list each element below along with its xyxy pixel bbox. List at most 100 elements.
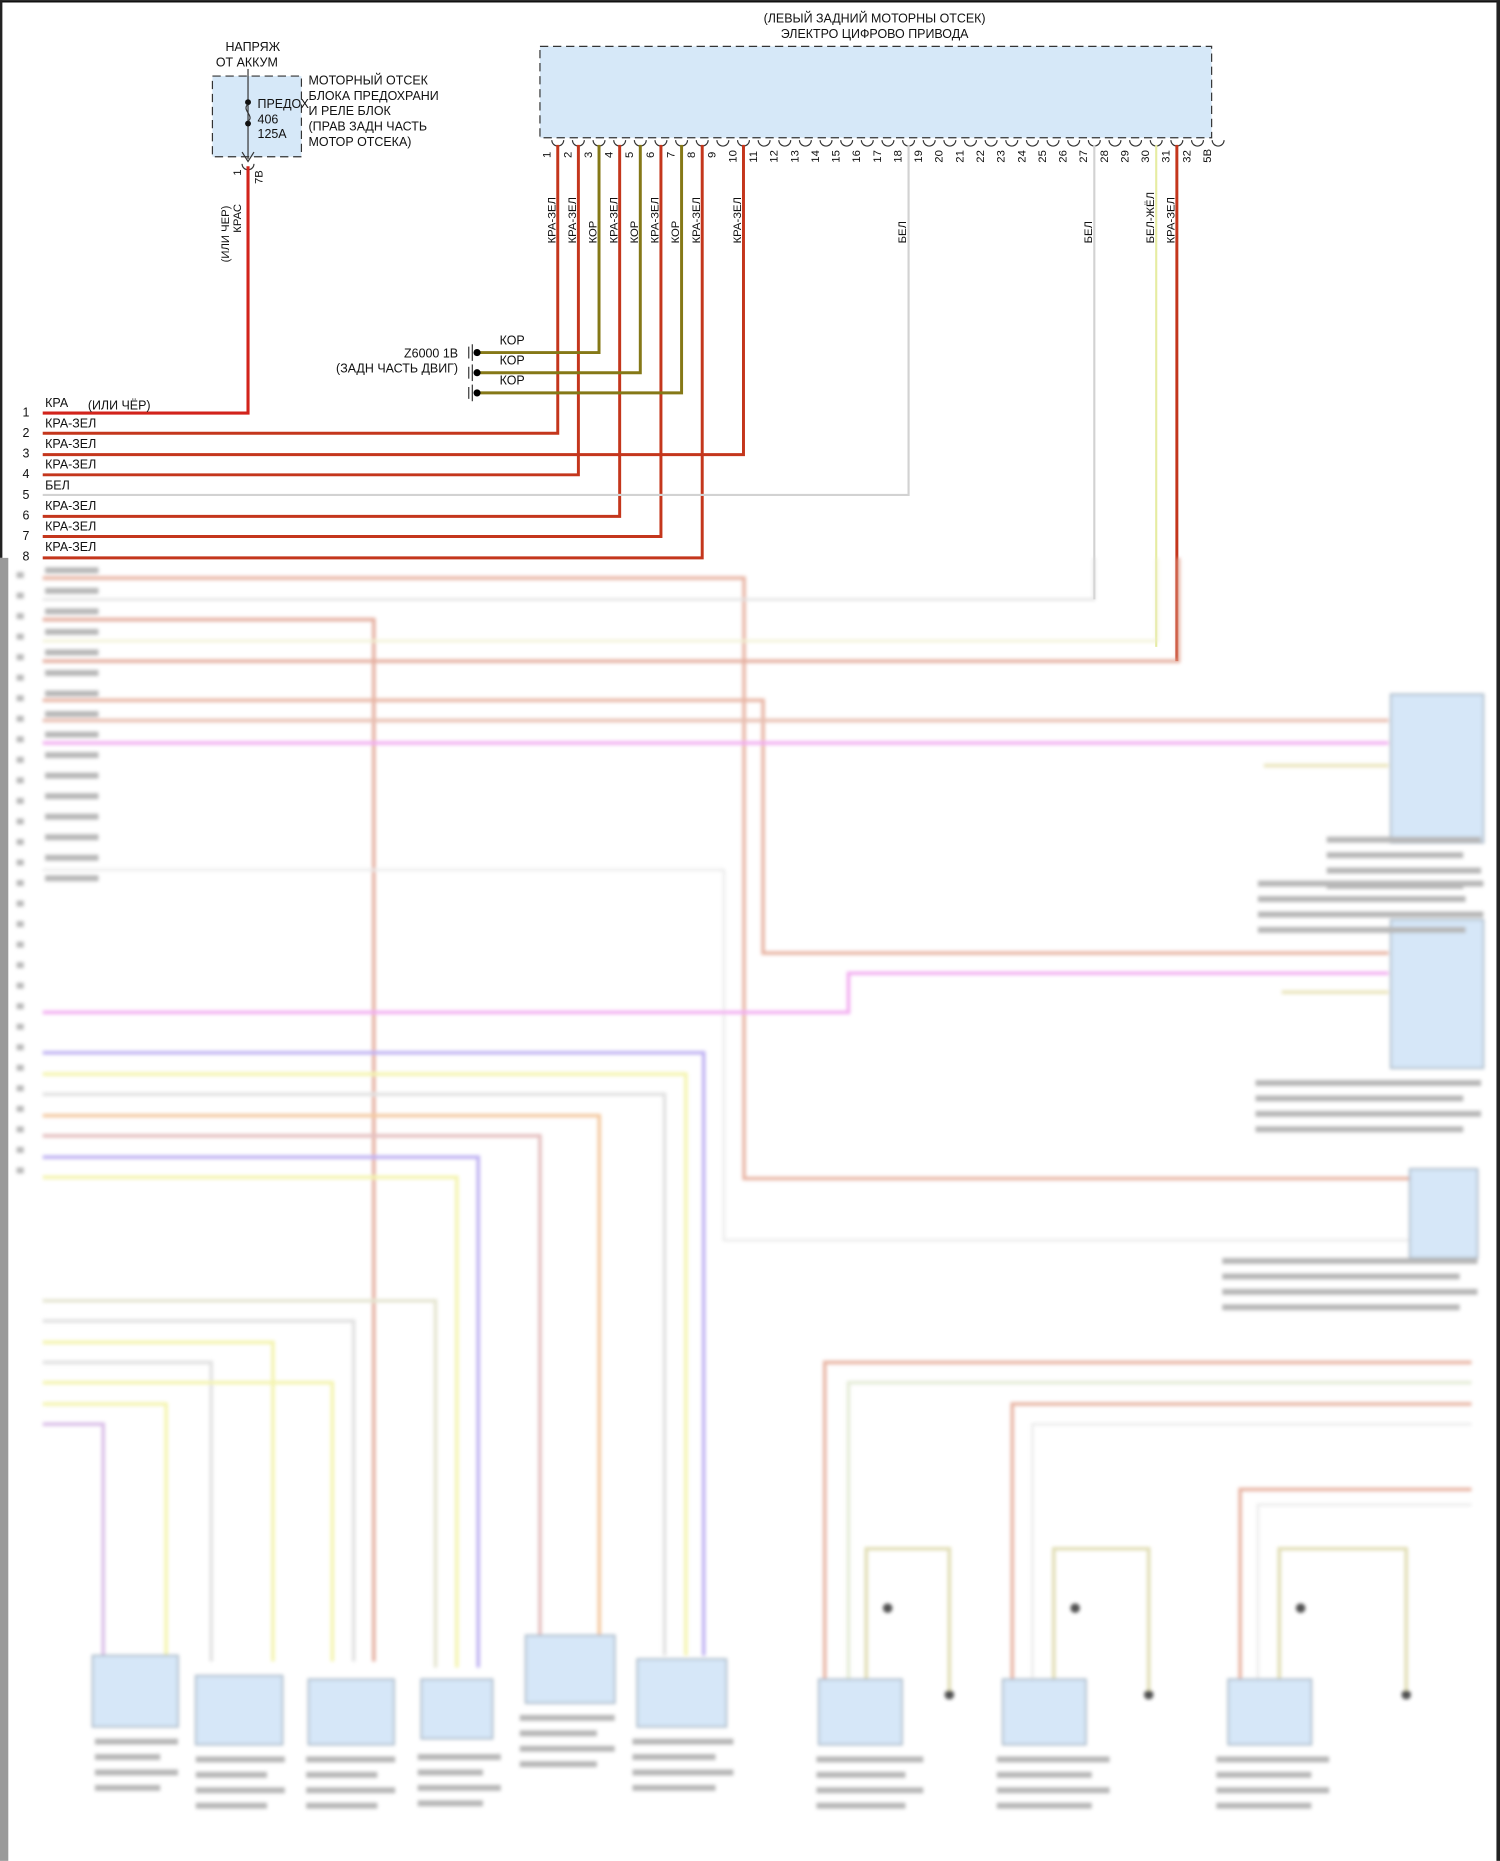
pin-number: 11	[748, 151, 760, 163]
wire-color-label: КРА-ЗЕЛ	[1165, 197, 1177, 243]
blurred-label	[16, 1003, 24, 1010]
blurred-wire	[42, 1113, 602, 1638]
blurred-label	[16, 674, 24, 681]
wire-color-label: КРА-ЗЕЛ	[732, 197, 744, 243]
blurred-label	[1326, 852, 1464, 859]
power-wire-color: КРАС	[232, 204, 244, 233]
blurred-component	[1389, 918, 1485, 1070]
blurred-label	[1216, 1802, 1312, 1809]
blurred-label	[519, 1730, 597, 1737]
blurred-label	[94, 1754, 161, 1761]
blurred-label	[1216, 1756, 1330, 1763]
wire-color-label: КОР	[629, 221, 641, 244]
blurred-label	[1222, 1304, 1460, 1311]
fuse-block: НАПРЯЖ ОТ АККУМ ПРЕДОХ 406 125А МОТОРНЫЙ…	[42, 40, 439, 415]
wire-color-label: КРА-ЗЕЛ	[567, 197, 579, 243]
connector-cup-icon	[963, 140, 978, 147]
blurred-label	[94, 1738, 179, 1745]
blurred-label	[45, 854, 99, 861]
ground-z6000: Z6000 1В (ЗАДН ЧАСТЬ ДВИГ) КОР КОР КОР	[336, 333, 525, 402]
blurred-label	[45, 834, 99, 841]
blurred-label	[16, 921, 24, 928]
blurred-label	[816, 1771, 906, 1778]
fuse-block-desc-2: БЛОКА ПРЕДОХРАНИ	[309, 89, 439, 103]
fuse-block-desc-3: И РЕЛЕ БЛОК	[309, 104, 392, 118]
blurred-label	[45, 608, 99, 615]
blurred-component	[194, 1674, 284, 1746]
blurred-label	[195, 1787, 285, 1794]
blurred-label	[1222, 1288, 1478, 1295]
connector-cup-icon	[1046, 140, 1060, 147]
connector-cup-icon	[819, 140, 833, 147]
blurred-wire	[822, 1360, 1472, 1680]
blurred-label	[1222, 1258, 1478, 1264]
blurred-label	[1326, 836, 1482, 843]
connector-cup-icon	[984, 140, 998, 147]
module-box	[539, 45, 1213, 139]
blurred-wire	[1277, 1546, 1409, 1692]
blurred-label	[16, 797, 24, 804]
connector-cup-icon	[757, 140, 771, 147]
fuse-block-desc-5: МОТОР ОТСЕКА)	[309, 135, 412, 149]
blurred-wire	[42, 557, 1096, 601]
blurred-component	[91, 1654, 179, 1728]
pin-number: 9	[707, 152, 719, 158]
blurred-label	[306, 1756, 396, 1763]
ground-wire-label: КОР	[500, 353, 525, 367]
blurred-wire	[42, 1319, 356, 1662]
wire-color-label: КРА-ЗЕЛ	[546, 197, 558, 243]
blurred-component	[817, 1678, 903, 1746]
blurred-component	[1227, 1678, 1313, 1746]
blurred-label	[1255, 1110, 1482, 1117]
module-connector-pins: 1 2 3 4 5 6 7 8 9 10 11 12 13 14 15 16 17 18 19 20 21 22 23 24 2…	[542, 140, 1225, 163]
pin-number: 27	[1078, 150, 1090, 163]
blurred-label	[16, 1064, 24, 1071]
blurred-label	[306, 1787, 396, 1794]
blurred-label	[816, 1756, 924, 1763]
blurred-component	[1408, 1168, 1479, 1259]
connector-cup-icon	[1108, 140, 1122, 147]
arrow-down-icon	[241, 151, 255, 163]
connector-cup-icon	[1129, 140, 1143, 147]
blurred-label	[417, 1784, 501, 1791]
blurred-label	[816, 1787, 924, 1794]
blurred-component	[636, 1658, 728, 1728]
blurred-label	[45, 670, 99, 676]
blurred-wire	[42, 557, 1159, 643]
blurred-label	[1216, 1787, 1330, 1794]
blurred-wire	[42, 868, 1413, 1242]
wire-color-label: КРА-ЗЕЛ	[608, 197, 620, 243]
blurred-label	[16, 695, 24, 702]
pin-number: 26	[1058, 150, 1070, 163]
blurred-ground-icon	[944, 1689, 955, 1700]
pin-number: 15	[831, 150, 843, 163]
pin-number: 6	[645, 152, 657, 158]
blurred-label	[632, 1754, 716, 1761]
blurred-label	[16, 1023, 24, 1030]
blurred-label	[94, 1769, 179, 1776]
blurred-label	[306, 1802, 378, 1809]
blurred-wire	[42, 617, 376, 1662]
blurred-label	[16, 818, 24, 825]
blurred-label	[1257, 911, 1484, 918]
connector-cup-icon	[1005, 140, 1019, 147]
wire-color-label: КРА-ЗЕЛ	[650, 197, 662, 243]
blurred-label	[519, 1745, 615, 1752]
power-wire	[42, 166, 250, 415]
row-wire-label: КРА	[45, 396, 69, 410]
row-wire-label: КРА-ЗЕЛ	[45, 499, 96, 513]
row-wire-label: БЕЛ	[45, 478, 70, 492]
connector-cup-icon	[1025, 140, 1039, 147]
row-number: 1	[23, 406, 30, 420]
blurred-wire	[42, 1092, 667, 1656]
wire-pin-10	[42, 144, 745, 457]
blurred-wire	[42, 576, 1413, 1181]
pin-number: 12	[769, 150, 781, 163]
fuse-icon	[245, 104, 251, 122]
blurred-label	[195, 1771, 268, 1778]
connector-cup-icon	[1211, 140, 1225, 147]
pin-number: 5	[624, 152, 636, 158]
blurred-wire	[42, 698, 1389, 955]
pin-number: 14	[810, 150, 822, 163]
blurred-splice-icon	[1070, 1603, 1080, 1613]
